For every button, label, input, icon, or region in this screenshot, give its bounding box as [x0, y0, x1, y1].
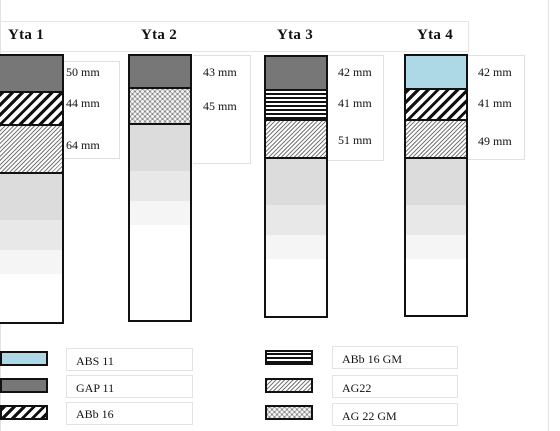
title-strip — [0, 21, 469, 52]
column-4 — [404, 54, 468, 317]
legend-box — [332, 403, 458, 426]
legend-swatch-ag22gm — [265, 405, 313, 420]
layer-gap11 — [130, 56, 190, 87]
label-box-3 — [326, 55, 384, 161]
column-title-4: Yta 4 — [417, 27, 454, 43]
layer-abs11 — [406, 56, 466, 88]
layer-abb16gm — [266, 89, 326, 119]
thickness-label: 50 mm — [66, 65, 100, 79]
legend-label-abb16: ABb 16 — [76, 407, 114, 421]
legend-swatch-abb16 — [0, 405, 48, 420]
layer-base — [130, 123, 190, 320]
legend-box — [332, 346, 458, 369]
layer-base — [406, 157, 466, 315]
label-box-4 — [467, 55, 525, 160]
legend-label-abs11: ABS 11 — [76, 354, 114, 368]
legend-swatch-abb16gm — [265, 350, 313, 365]
column-2 — [128, 54, 192, 322]
layer-abb16 — [0, 91, 62, 124]
thickness-label: 41 mm — [338, 96, 372, 110]
legend-label-ag22: AG22 — [342, 381, 372, 395]
layer-gap11 — [266, 57, 326, 89]
thickness-label: 51 mm — [338, 133, 372, 147]
legend-label-abb16gm: ABb 16 GM — [342, 352, 403, 366]
thickness-label: 41 mm — [478, 96, 512, 110]
legend-box — [332, 375, 458, 398]
layer-abb16 — [406, 88, 466, 119]
legend-swatch-gap11 — [0, 378, 48, 393]
label-box-1 — [62, 61, 120, 159]
thickness-label: 42 mm — [478, 65, 512, 79]
layer-ag22gm — [130, 87, 190, 123]
legend-label-gap11: GAP 11 — [76, 381, 115, 395]
layer-base — [266, 157, 326, 316]
layer-base — [0, 172, 62, 322]
thickness-label: 44 mm — [66, 96, 100, 110]
thickness-label: 49 mm — [478, 134, 512, 148]
thickness-label: 45 mm — [203, 99, 237, 113]
legend-label-ag22gm: AG 22 GM — [342, 409, 397, 423]
label-box-2 — [193, 55, 251, 164]
legend-swatch-ag22 — [265, 378, 313, 393]
layer-ag22 — [266, 119, 326, 157]
legend-box — [66, 348, 193, 371]
column-title-3: Yta 3 — [277, 27, 314, 43]
thickness-label: 43 mm — [203, 65, 237, 79]
frame-line-right — [548, 0, 549, 431]
column-3 — [264, 55, 328, 318]
legend-swatch-abs11 — [0, 351, 48, 366]
legend-box — [66, 402, 193, 425]
column-1 — [0, 54, 64, 324]
column-title-2: Yta 2 — [141, 27, 178, 43]
column-title-1: Yta 1 — [8, 27, 45, 43]
thickness-label: 64 mm — [66, 138, 100, 152]
layer-ag22 — [0, 124, 62, 172]
layer-gap11 — [0, 56, 62, 91]
layer-ag22 — [406, 119, 466, 157]
legend-box — [66, 375, 193, 398]
thickness-label: 42 mm — [338, 65, 372, 79]
